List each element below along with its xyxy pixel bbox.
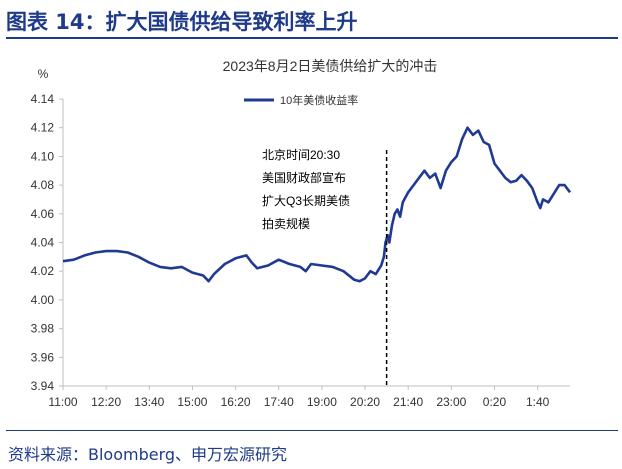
x-tick-label: 11:00 bbox=[48, 395, 77, 409]
source-note: 资料来源：Bloomberg、申万宏源研究 bbox=[8, 445, 288, 464]
x-tick-label: 16:20 bbox=[221, 395, 251, 409]
x-tick-label: 15:00 bbox=[177, 395, 207, 409]
footer-rule bbox=[6, 430, 618, 431]
y-tick-label: 4.14 bbox=[31, 92, 55, 106]
annotation-line-2: 美国财政部宣布 bbox=[262, 170, 346, 185]
x-axis: 11:00 12:20 13:40 15:00 16:20 17:40 19:00 20:20… bbox=[48, 385, 570, 409]
y-tick-label: 3.98 bbox=[31, 322, 55, 336]
x-tick-label: 1:40 bbox=[526, 395, 550, 409]
y-tick-label: 4.00 bbox=[31, 293, 55, 307]
y-axis: 4.14 4.12 4.10 4.08 4.06 4.04 4.02 4.00 3.98 3.96… bbox=[31, 92, 64, 393]
title-underline bbox=[6, 37, 618, 39]
line-chart: 2023年8月2日美债供给扩大的冲击 % 10年美债收益率 4.144.124.… bbox=[31, 58, 572, 409]
chart-title: 2023年8月2日美债供给扩大的冲击 bbox=[223, 58, 438, 74]
y-tick-label: 3.94 bbox=[31, 379, 55, 393]
y-tick-label: 3.96 bbox=[31, 350, 55, 364]
annotation-line-4: 拍卖规模 bbox=[262, 216, 310, 231]
legend-label: 10年美债收益率 bbox=[280, 93, 358, 107]
event-annotation: 北京时间20:30 美国财政部宣布 扩大Q3长期美债 拍卖规模 bbox=[262, 148, 350, 231]
y-tick-label: 4.02 bbox=[31, 264, 55, 278]
x-tick-label: 21:40 bbox=[393, 395, 423, 409]
y-tick-label: 4.10 bbox=[31, 149, 55, 163]
x-tick-label: 17:40 bbox=[264, 395, 294, 409]
x-tick-label: 12:20 bbox=[91, 395, 121, 409]
y-tick-label: 4.08 bbox=[31, 178, 55, 192]
series-line-10y-yield bbox=[62, 126, 572, 283]
x-tick-label: 0:20 bbox=[483, 395, 507, 409]
y-tick-label: 4.06 bbox=[31, 207, 55, 221]
y-axis-unit: % bbox=[38, 67, 49, 81]
x-tick-label: 20:20 bbox=[350, 395, 380, 409]
x-tick-label: 19:00 bbox=[307, 395, 337, 409]
x-tick-label: 13:40 bbox=[134, 395, 164, 409]
y-tick-label: 4.04 bbox=[31, 236, 55, 250]
annotation-line-1: 北京时间20:30 bbox=[262, 148, 340, 162]
figure-title: 图表 14：扩大国债供给导致利率上升 bbox=[6, 10, 358, 34]
annotation-line-3: 扩大Q3长期美债 bbox=[262, 194, 350, 208]
y-tick-label: 4.12 bbox=[31, 121, 55, 135]
series-layer bbox=[62, 126, 572, 283]
x-tick-label: 23:00 bbox=[436, 395, 466, 409]
legend: 10年美债收益率 bbox=[244, 93, 358, 107]
